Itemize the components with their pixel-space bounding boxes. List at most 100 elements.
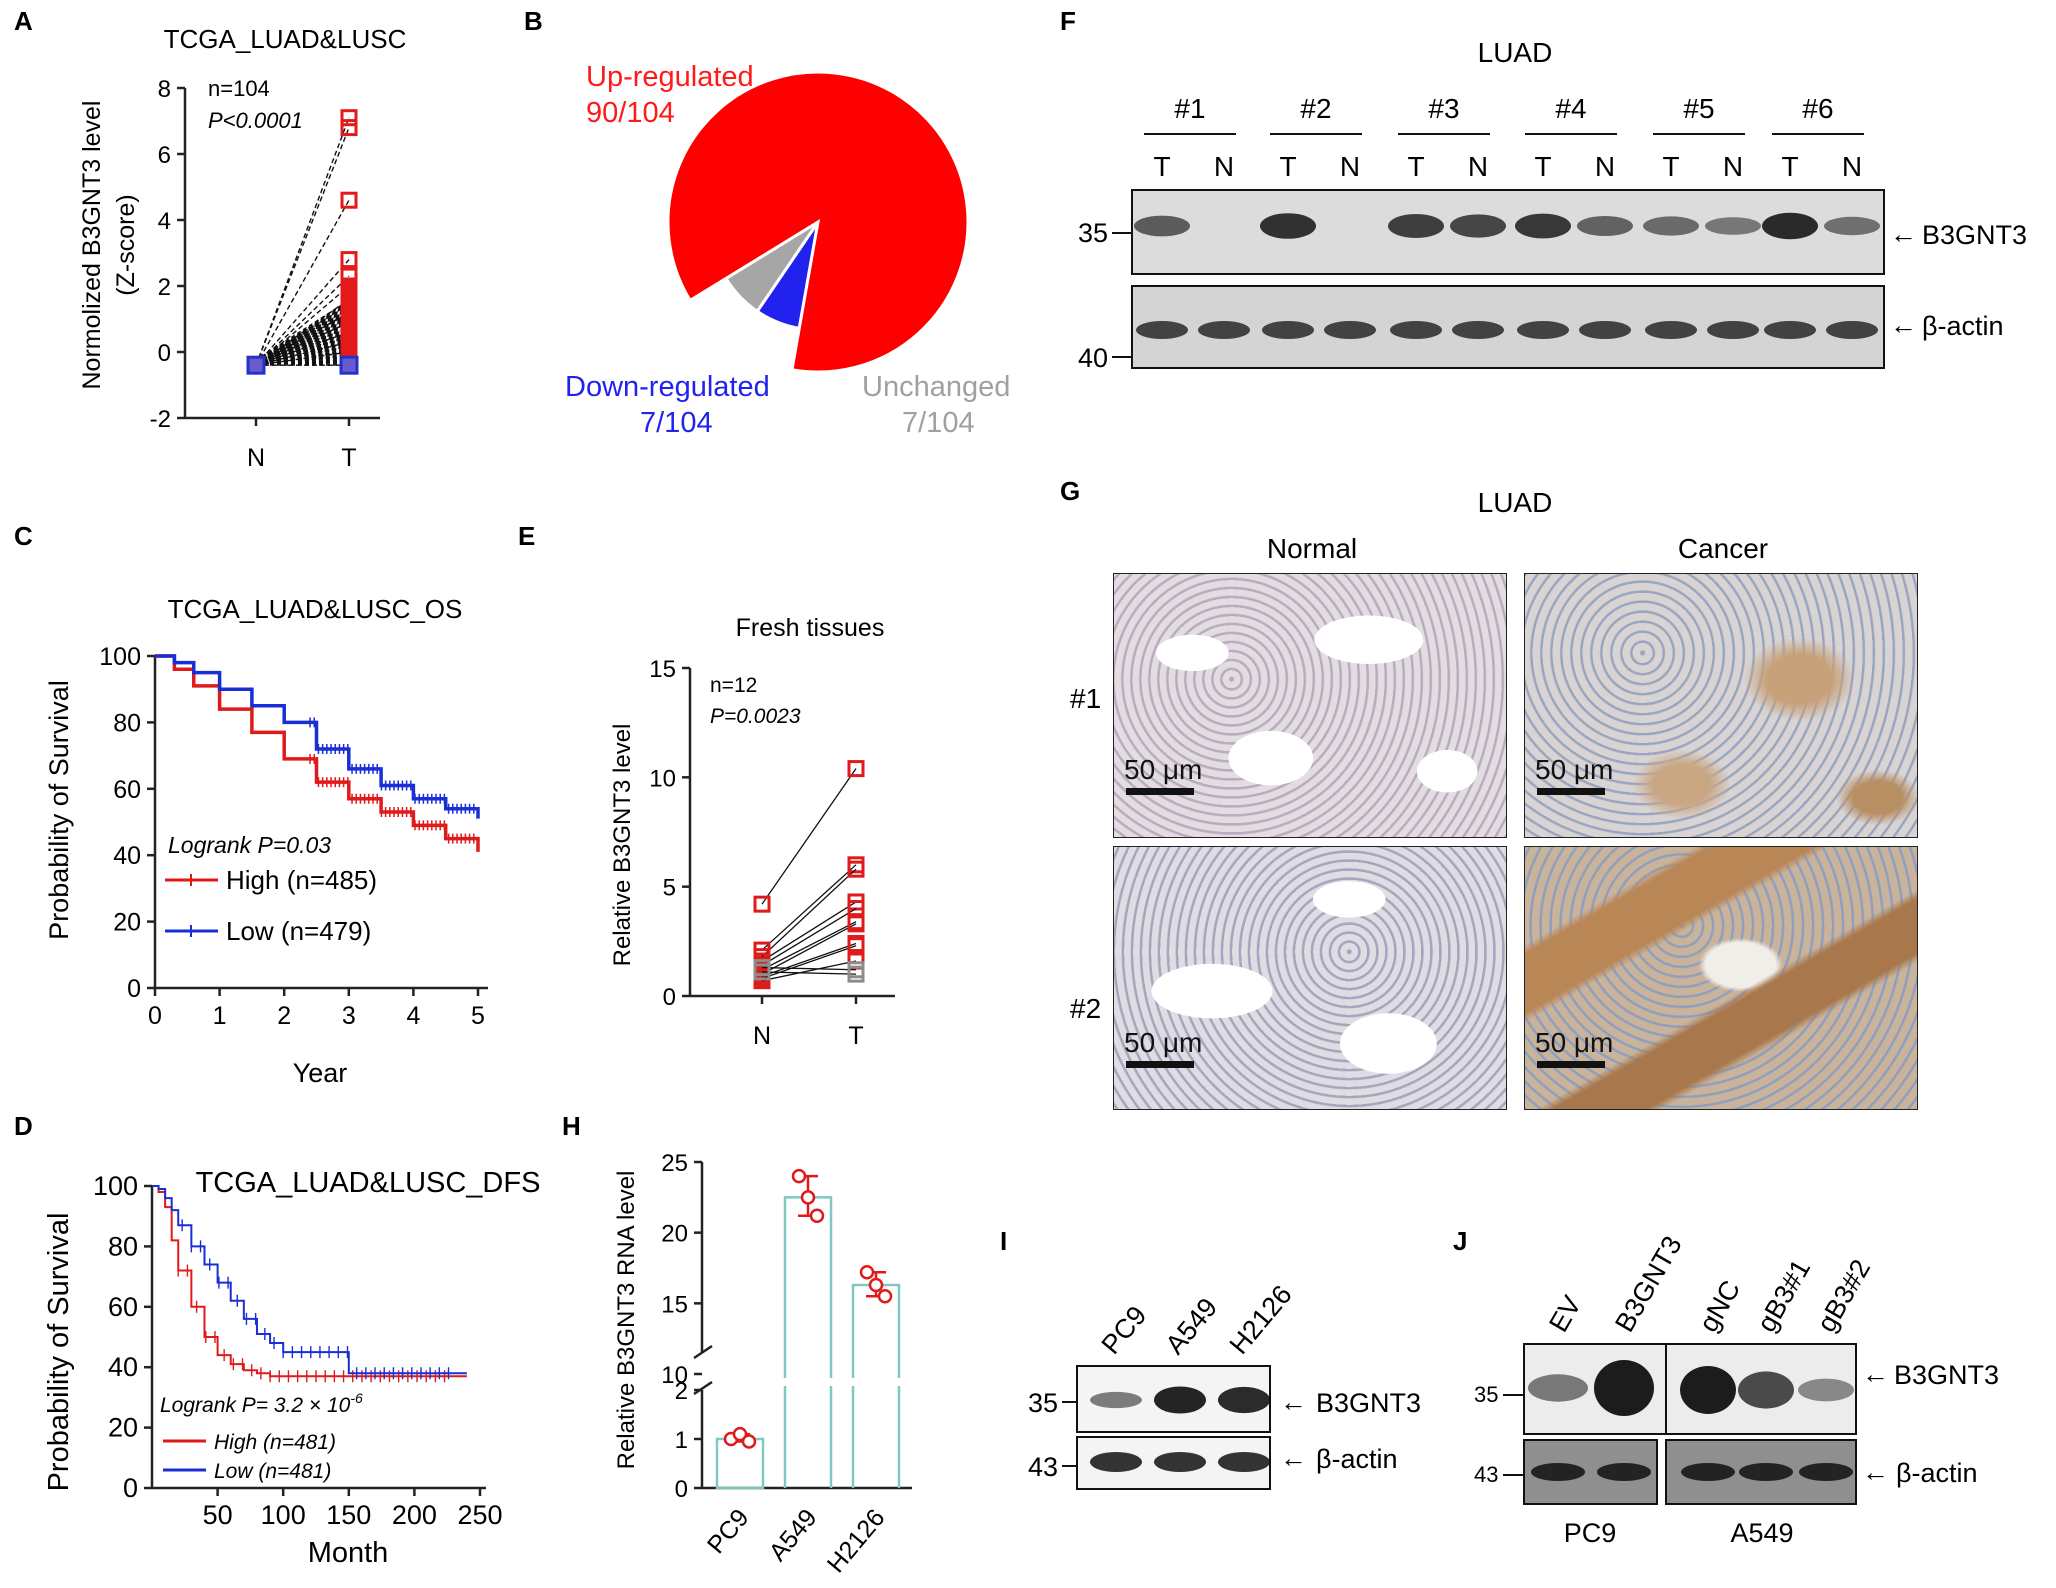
panel-h-xtick-label: H2126 — [822, 1504, 891, 1578]
panel-f-band-b3gnt3 — [1134, 215, 1190, 237]
panel-h-ytick-label: 2 — [675, 1378, 688, 1405]
panel-f-band-actin — [1645, 321, 1697, 339]
panel-j-lane-label: gB3#1 — [1751, 1254, 1816, 1337]
panel-d-curve-high — [152, 1185, 467, 1378]
panel-d-legend-low: Low (n=481) — [214, 1460, 331, 1483]
panel-h-point — [800, 1190, 816, 1205]
panel-h-plot — [715, 1168, 901, 1490]
panel-e-pair-line — [761, 923, 857, 975]
panel-e-pair-line — [761, 921, 857, 971]
panel-f-band-actin — [1707, 321, 1759, 339]
panel-d-logrank-main: Logrank P= 3.2 × 10 — [160, 1394, 351, 1417]
panel-j-mw-bottom: 43 — [1474, 1462, 1498, 1487]
ihc-cancer-2-scale-text: 50 μm — [1535, 1027, 1614, 1058]
panel-i-band-b3gnt3 — [1090, 1391, 1142, 1409]
panel-j-lane-label: gB3#2 — [1811, 1254, 1876, 1337]
panel-i-lane-label: A549 — [1160, 1292, 1224, 1360]
panel-f-lane-t: T — [1153, 151, 1170, 182]
panel-f-lane-n: N — [1340, 151, 1360, 182]
panel-a-t-point — [340, 333, 358, 351]
panel-i: PC9 A549 H2126 35 43 ← B3GNT3 ← β-actin — [1028, 1280, 1421, 1490]
panel-e-ylabel: Relative B3GNT3 level — [609, 724, 636, 967]
panel-d-logrank-exp: -6 — [350, 1390, 363, 1406]
panel-h-axis-break-bottom — [693, 1380, 713, 1396]
panel-f-mw-bottom: 40 — [1078, 343, 1108, 373]
panel-i-band-top-label: B3GNT3 — [1316, 1388, 1421, 1418]
panel-h-bar — [715, 1437, 765, 1490]
panel-h-ytick-label: 0 — [675, 1476, 688, 1503]
panel-e-n-point — [753, 895, 771, 913]
panel-label-j: J — [1453, 1226, 1467, 1256]
panel-i-lane-label: H2126 — [1224, 1280, 1298, 1360]
panel-i-band-bottom-label: β-actin — [1316, 1444, 1398, 1474]
panel-e-pair-line — [761, 907, 857, 966]
panel-e-ticks: 15 10 5 0 — [649, 656, 690, 1011]
panel-a-pair-line — [255, 300, 350, 362]
panel-a-pair-line — [255, 336, 350, 366]
panel-j-band-b3gnt3 — [1680, 1366, 1736, 1414]
panel-f-band-b3gnt3 — [1450, 214, 1506, 238]
panel-a-n: n=104 — [208, 76, 270, 101]
panel-d-xtick-label: 100 — [261, 1500, 306, 1530]
panel-f-band-b3gnt3 — [1388, 214, 1444, 238]
panel-j-group-right: A549 — [1730, 1518, 1793, 1548]
panel-a-pair-line — [255, 331, 350, 366]
panel-g: LUAD Normal Cancer #1 #2 — [1070, 487, 1768, 1024]
panel-c-xtick-label: 0 — [148, 1002, 162, 1030]
panel-c-legend-high: High (n=485) — [226, 865, 377, 895]
panel-h-ylabel: Relative B3GNT3 RNA level — [613, 1171, 640, 1470]
panel-e-ytick-label: 15 — [649, 656, 676, 683]
panel-j-mw-top: 35 — [1474, 1382, 1498, 1407]
panel-j-band-top-label: B3GNT3 — [1894, 1360, 1999, 1390]
panel-f-bands — [1134, 212, 1880, 339]
panel-a-ytick-label: 6 — [158, 142, 171, 169]
panel-a-p: P<0.0001 — [208, 108, 303, 133]
panel-e-p: P=0.0023 — [710, 705, 801, 728]
panel-a-t-point — [340, 109, 358, 127]
panel-f-lane-t: T — [1662, 151, 1679, 182]
panel-f-title: LUAD — [1478, 37, 1553, 68]
ihc-normal-1-scale-text: 50 μm — [1124, 754, 1203, 785]
panel-e-t-point — [847, 965, 865, 983]
panel-a-pair-line — [255, 326, 350, 366]
ihc-normal-2-scale-bar — [1126, 1061, 1194, 1068]
panel-b-slice-up — [666, 70, 970, 374]
ihc-normal-1: 50 μm — [1113, 573, 1507, 838]
panel-label-h: H — [562, 1111, 581, 1141]
panel-j-lane-label: gNC — [1693, 1275, 1746, 1337]
panel-h-point — [791, 1168, 807, 1184]
panel-f-arrow-bottom: ← — [1890, 310, 1917, 340]
panel-f-band-actin — [1324, 321, 1376, 339]
panel-f-band-actin — [1826, 321, 1878, 339]
panel-a-title: TCGA_LUAD&LUSC — [164, 24, 407, 54]
panel-label-e: E — [518, 521, 535, 551]
panel-a-t-point — [340, 119, 358, 137]
panel-c-ytick-label: 40 — [113, 842, 141, 870]
panel-f-lane-n: N — [1468, 151, 1488, 182]
panel-f-blot-actin — [1131, 285, 1885, 369]
panel-c-ytick-label: 80 — [113, 709, 141, 737]
panel-j-band-b3gnt3 — [1528, 1374, 1588, 1402]
panel-e-n: n=12 — [710, 674, 757, 697]
panel-a-pair-line — [255, 299, 350, 361]
panel-f-sample-label: #6 — [1802, 93, 1833, 124]
panel-f-arrow-top: ← — [1890, 219, 1917, 249]
panel-d-ytick-label: 60 — [108, 1292, 138, 1322]
panel-e-xtick-n: N — [753, 1022, 771, 1050]
panel-a-pair-line — [255, 127, 350, 366]
panel-a: TCGA_LUAD&LUSC Normolized B3GNT3 level (… — [78, 24, 406, 472]
panel-a-pair-line — [255, 345, 350, 366]
panel-a-ylabel: Normolized B3GNT3 level — [78, 101, 106, 390]
panel-f-band-actin — [1262, 321, 1314, 339]
panel-j-band-actin — [1597, 1463, 1651, 1481]
panel-i-lane-label: PC9 — [1096, 1300, 1153, 1360]
panel-f-lane-t: T — [1781, 151, 1798, 182]
ihc-cancer-1-scale-bar — [1537, 788, 1605, 795]
panel-a-pair-line — [255, 311, 350, 365]
panel-e-pair-line — [761, 942, 857, 977]
panel-f-band-b3gnt3 — [1515, 213, 1571, 239]
panel-a-ylabel-sub: (Z-score) — [112, 194, 140, 295]
panel-c-xtick-label: 3 — [342, 1002, 356, 1030]
panel-h: Relative B3GNT3 RNA level 25201510210PC9… — [613, 1150, 912, 1578]
